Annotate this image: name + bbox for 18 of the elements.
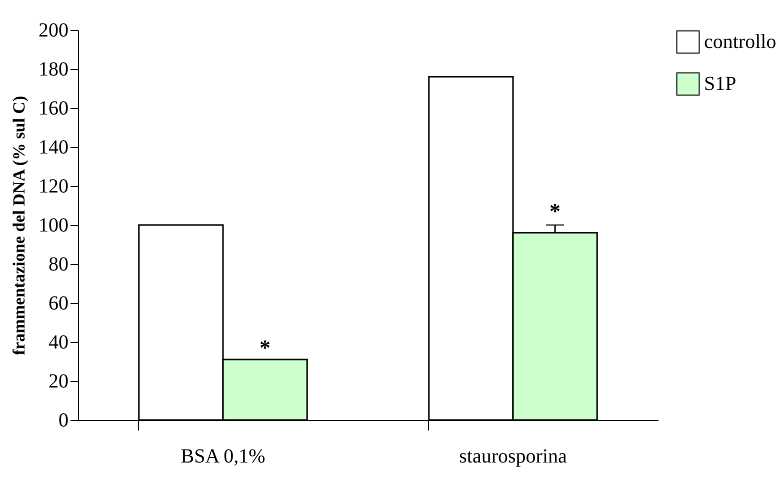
legend-label: S1P [704,73,736,95]
y-tick-label: 100 [38,214,68,236]
y-tick-label: 160 [38,98,68,120]
y-tick-label: 20 [48,370,68,392]
y-tick-label: 200 [38,20,68,42]
y-tick-label: 140 [38,136,68,158]
legend-label: controllo [704,31,776,53]
y-tick-label: 60 [48,292,68,314]
annotation: * [550,198,561,224]
y-tick-label: 80 [48,254,68,276]
y-tick-label: 180 [38,58,68,80]
y-tick-label: 0 [58,410,68,432]
annotation: * [260,334,271,360]
y-axis-title: frammentazione del DNA (% sul C) [10,96,28,356]
x-tick-label: staurosporina [459,446,567,468]
x-tick-label: BSA 0,1% [180,446,266,468]
y-tick-label: 120 [38,176,68,198]
y-tick-label: 40 [48,332,68,354]
